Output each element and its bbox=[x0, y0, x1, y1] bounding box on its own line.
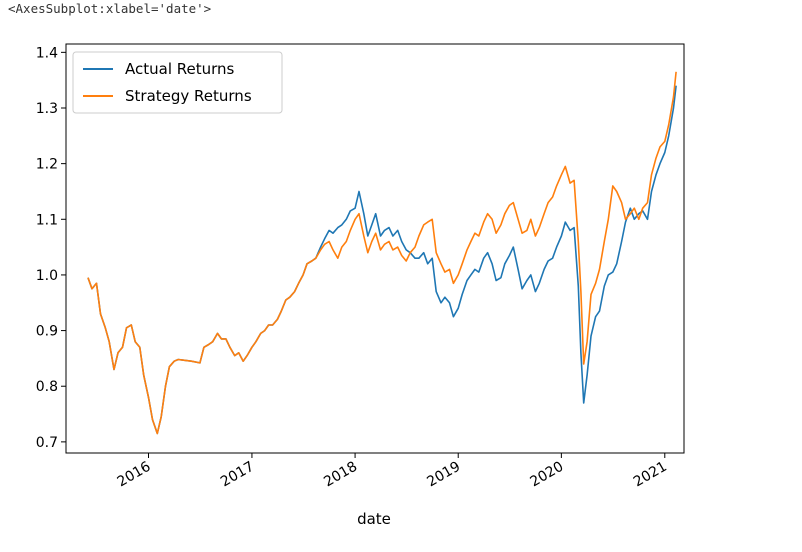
x-tick-label: 2017 bbox=[218, 459, 257, 491]
plot-frame bbox=[65, 43, 685, 454]
series-layer bbox=[87, 71, 677, 435]
y-tick-label: 0.7 bbox=[36, 435, 58, 451]
y-tick-label: 1.2 bbox=[36, 157, 58, 173]
y-tick-label: 1.4 bbox=[36, 45, 58, 61]
x-tick-label: 2018 bbox=[321, 459, 360, 491]
y-tick-label: 1.3 bbox=[36, 101, 58, 117]
x-tick-label: 2021 bbox=[631, 459, 670, 491]
legend: Actual Returns Strategy Returns bbox=[72, 51, 283, 114]
legend-box bbox=[72, 51, 283, 114]
x-tick-label: 2016 bbox=[115, 459, 154, 491]
y-tick-label: 0.8 bbox=[36, 379, 58, 395]
x-tick-label: 2019 bbox=[424, 459, 463, 491]
y-tick-label: 1.0 bbox=[36, 268, 58, 284]
legend-label: Actual Returns bbox=[125, 60, 235, 78]
legend-label: Strategy Returns bbox=[125, 87, 252, 105]
series-line-strategy-returns bbox=[87, 71, 677, 435]
x-axis: 2016 2017 2018 2019 2020 2021 bbox=[115, 453, 670, 490]
y-tick-label: 1.1 bbox=[36, 212, 58, 228]
x-axis-label: date bbox=[357, 510, 391, 528]
x-tick-label: 2020 bbox=[527, 459, 566, 491]
y-tick-label: 0.9 bbox=[36, 324, 58, 340]
output-repr-text: <AxesSubplot:xlabel='date'> bbox=[8, 1, 212, 16]
y-axis: 0.7 0.8 0.9 1.0 1.1 1.2 1.3 1.4 bbox=[36, 45, 66, 451]
